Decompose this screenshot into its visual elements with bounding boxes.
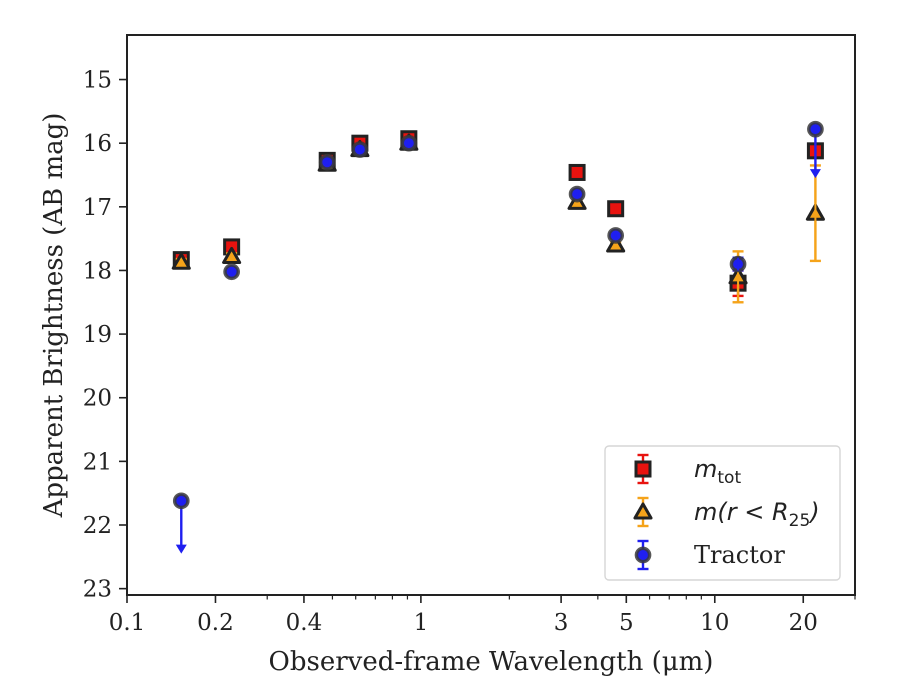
legend-label-main: m(r < R bbox=[694, 498, 789, 526]
legend-label: Tractor bbox=[694, 541, 785, 569]
y-tick-label: 22 bbox=[83, 513, 112, 539]
data-point-circle bbox=[634, 546, 652, 564]
x-tick-label: 1 bbox=[414, 610, 429, 636]
ticks-layer: 0.1 0.2 0.4 1 3 5 10 20 15 16 17 18 19 20 21 22 23 bbox=[83, 68, 856, 636]
marks-layer bbox=[171, 120, 825, 554]
legend-label: m(r < R25) bbox=[694, 498, 820, 531]
x-tick-label: 5 bbox=[619, 610, 634, 636]
plot-frame bbox=[126, 34, 856, 596]
legend-label-tail: ) bbox=[808, 498, 819, 526]
legend-label: mtot bbox=[694, 455, 741, 488]
upper-limit-arrowhead bbox=[175, 544, 187, 554]
legend-label-sub: tot bbox=[717, 468, 741, 488]
series-tractor bbox=[172, 120, 824, 554]
y-tick-label: 15 bbox=[83, 68, 112, 94]
y-axis-label: Apparent Brightness (AB mag) bbox=[39, 113, 69, 519]
x-tick-label: 0.1 bbox=[109, 610, 146, 636]
y-tick-label: 17 bbox=[83, 195, 112, 221]
y-tick-label: 21 bbox=[83, 449, 112, 475]
x-tick-label: 0.2 bbox=[197, 610, 234, 636]
x-tick-label: 10 bbox=[700, 610, 729, 636]
series-m_tot bbox=[172, 130, 824, 298]
upper-limit-arrowhead bbox=[809, 169, 821, 179]
data-point-circle bbox=[807, 120, 824, 138]
data-point-square bbox=[634, 460, 652, 478]
legend-label-main: m bbox=[694, 455, 717, 483]
data-point-circle bbox=[172, 492, 190, 510]
series-m_r25 bbox=[171, 133, 825, 304]
y-tick-label: 16 bbox=[83, 131, 112, 157]
y-tick-label: 19 bbox=[83, 322, 112, 348]
y-tick-label: 20 bbox=[83, 386, 112, 412]
x-tick-label: 20 bbox=[789, 610, 818, 636]
x-tick-label: 3 bbox=[554, 610, 569, 636]
y-tick-label: 18 bbox=[83, 258, 112, 284]
data-point-triangle bbox=[633, 502, 653, 520]
legend: mtot m(r < R25) Tractor bbox=[604, 445, 841, 581]
y-tick-label: 23 bbox=[83, 577, 112, 603]
x-tick-label: 0.4 bbox=[286, 610, 323, 636]
legend-label-sub: 25 bbox=[789, 511, 811, 531]
legend-box bbox=[604, 445, 841, 581]
x-axis-label: Observed-frame Wavelength (μm) bbox=[269, 647, 714, 677]
